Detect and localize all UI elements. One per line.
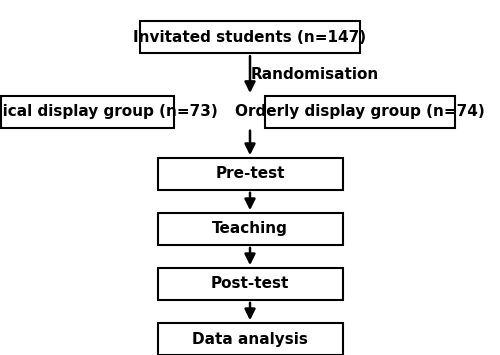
Text: Orderly display group (n=74): Orderly display group (n=74) — [235, 104, 485, 119]
Bar — [158, 323, 342, 355]
Bar — [158, 268, 342, 300]
Bar — [158, 213, 342, 245]
Bar — [265, 96, 455, 128]
Bar — [2, 96, 174, 128]
Text: Post-test: Post-test — [211, 277, 289, 291]
Text: Pre-test: Pre-test — [215, 166, 285, 181]
Text: Randomisation: Randomisation — [251, 67, 379, 82]
Text: Invitated students (n=147): Invitated students (n=147) — [134, 30, 366, 45]
Text: Classical display group (n=73): Classical display group (n=73) — [0, 104, 218, 119]
Bar — [158, 158, 342, 190]
Text: Data analysis: Data analysis — [192, 332, 308, 346]
Bar — [140, 21, 360, 53]
Text: Teaching: Teaching — [212, 222, 288, 236]
